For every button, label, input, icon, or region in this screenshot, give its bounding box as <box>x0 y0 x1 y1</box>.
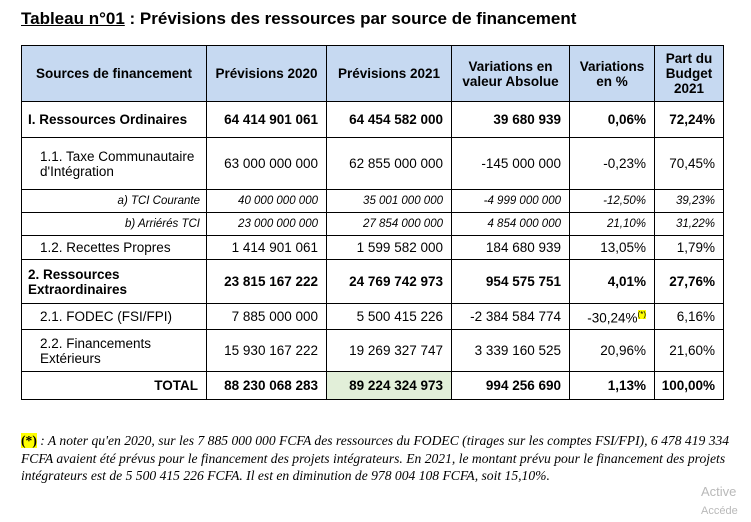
cell-part: 6,16% <box>654 303 724 330</box>
cell-p2021: 62 855 000 000 <box>326 137 452 190</box>
cell-var-pct: 13,05% <box>569 235 655 260</box>
cell-p2021: 19 269 327 747 <box>326 329 452 372</box>
cell-var-abs: 184 680 939 <box>451 235 570 260</box>
row-label: I. Ressources Ordinaires <box>21 101 207 138</box>
cell-var-abs: -4 999 000 000 <box>451 189 570 213</box>
cell-p2020: 23 815 167 222 <box>206 259 327 304</box>
table-row: b) Arriérés TCI 23 000 000 000 27 854 00… <box>21 212 724 236</box>
cell-var-abs: 3 339 160 525 <box>451 329 570 372</box>
table-title-lead: Tableau n°01 <box>21 9 125 28</box>
table-title: Tableau n°01 : Prévisions des ressources… <box>21 9 576 29</box>
table-row: 1.1. Taxe Communautaire d'Intégration 63… <box>21 137 724 190</box>
cell-var-abs: 954 575 751 <box>451 259 570 304</box>
cell-part: 100,00% <box>654 371 724 400</box>
cell-part: 72,24% <box>654 101 724 138</box>
cell-p2021: 5 500 415 226 <box>326 303 452 330</box>
cell-p2020: 63 000 000 000 <box>206 137 327 190</box>
var-pct-value: -30,24% <box>587 310 638 326</box>
cell-p2020: 88 230 068 283 <box>206 371 327 400</box>
table-header-row: Sources de financement Prévisions 2020 P… <box>21 45 724 102</box>
row-label: a) TCI Courante <box>21 189 207 213</box>
table-row: I. Ressources Ordinaires 64 414 901 061 … <box>21 101 724 138</box>
footnote: (*) : A noter qu'en 2020, sur les 7 885 … <box>21 432 733 485</box>
cell-var-pct: -12,50% <box>569 189 655 213</box>
row-label: TOTAL <box>21 371 207 400</box>
footnote-text: : A noter qu'en 2020, sur les 7 885 000 … <box>21 433 730 483</box>
table-row: a) TCI Courante 40 000 000 000 35 001 00… <box>21 189 724 213</box>
table-title-text: : Prévisions des ressources par source d… <box>124 9 577 28</box>
table-row: 1.2. Recettes Propres 1 414 901 061 1 59… <box>21 235 724 260</box>
cell-p2020: 64 414 901 061 <box>206 101 327 138</box>
row-label: 2. Ressources Extraordinaires <box>21 259 207 304</box>
cell-p2020: 40 000 000 000 <box>206 189 327 213</box>
cell-p2021: 27 854 000 000 <box>326 212 452 236</box>
cell-part: 39,23% <box>654 189 724 213</box>
cell-p2021: 1 599 582 000 <box>326 235 452 260</box>
row-label: b) Arriérés TCI <box>21 212 207 236</box>
cell-var-abs: 4 854 000 000 <box>451 212 570 236</box>
row-label: 1.2. Recettes Propres <box>21 235 207 260</box>
cell-p2021: 35 001 000 000 <box>326 189 452 213</box>
row-label: 2.1. FODEC (FSI/FPI) <box>21 303 207 330</box>
cell-p2020: 7 885 000 000 <box>206 303 327 330</box>
table-row: 2.2. Financements Extérieurs 15 930 167 … <box>21 329 724 372</box>
cell-p2020: 15 930 167 222 <box>206 329 327 372</box>
table-row: 2.1. FODEC (FSI/FPI) 7 885 000 000 5 500… <box>21 303 724 330</box>
row-label: 1.1. Taxe Communautaire d'Intégration <box>21 137 207 190</box>
cell-var-pct: 20,96% <box>569 329 655 372</box>
windows-activation-watermark-sub: Accéde <box>701 505 738 517</box>
cell-part: 1,79% <box>654 235 724 260</box>
cell-p2020: 1 414 901 061 <box>206 235 327 260</box>
cell-p2020: 23 000 000 000 <box>206 212 327 236</box>
cell-p2021: 64 454 582 000 <box>326 101 452 138</box>
cell-var-abs: 39 680 939 <box>451 101 570 138</box>
cell-p2021: 24 769 742 973 <box>326 259 452 304</box>
windows-activation-watermark: Active <box>701 484 737 499</box>
header-sources: Sources de financement <box>21 45 207 102</box>
cell-p2021: 89 224 324 973 <box>326 371 452 400</box>
cell-var-abs: -145 000 000 <box>451 137 570 190</box>
cell-var-pct: 1,13% <box>569 371 655 400</box>
cell-var-abs: 994 256 690 <box>451 371 570 400</box>
cell-var-pct: 21,10% <box>569 212 655 236</box>
cell-var-pct: -30,24%(*) <box>569 303 655 330</box>
footnote-mark: (*) <box>21 433 37 448</box>
header-part-budget: Part du Budget 2021 <box>654 45 724 102</box>
cell-part: 31,22% <box>654 212 724 236</box>
table-row: 2. Ressources Extraordinaires 23 815 167… <box>21 259 724 304</box>
table-row-total: TOTAL 88 230 068 283 89 224 324 973 994 … <box>21 371 724 400</box>
cell-var-abs: -2 384 584 774 <box>451 303 570 330</box>
footnote-marker: (*) <box>637 310 646 320</box>
cell-var-pct: 0,06% <box>569 101 655 138</box>
resources-table: Sources de financement Prévisions 2020 P… <box>21 45 724 400</box>
header-variation-absolue: Variations en valeur Absolue <box>451 45 570 102</box>
row-label: 2.2. Financements Extérieurs <box>21 329 207 372</box>
cell-part: 21,60% <box>654 329 724 372</box>
header-variation-pct: Variations en % <box>569 45 655 102</box>
cell-part: 27,76% <box>654 259 724 304</box>
header-previsions-2020: Prévisions 2020 <box>206 45 327 102</box>
cell-part: 70,45% <box>654 137 724 190</box>
cell-var-pct: 4,01% <box>569 259 655 304</box>
header-previsions-2021: Prévisions 2021 <box>326 45 452 102</box>
cell-var-pct: -0,23% <box>569 137 655 190</box>
